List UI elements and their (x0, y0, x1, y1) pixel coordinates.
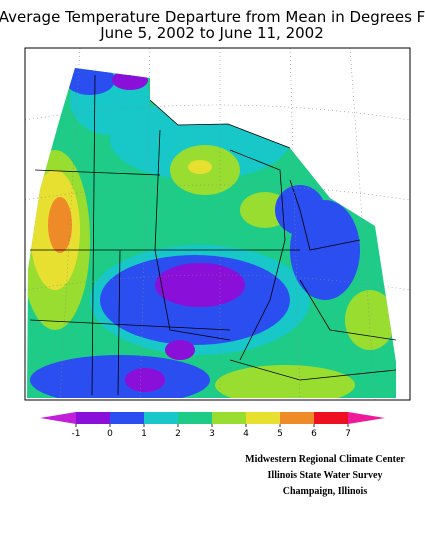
legend-low-arrow (40, 412, 76, 424)
legend-tick-label: -1 (72, 429, 81, 439)
legend-segment (212, 412, 246, 424)
map-frame (24, 47, 411, 401)
map-subtitle: June 5, 2002 to June 11, 2002 (99, 24, 324, 42)
legend-high-arrow (348, 412, 385, 424)
legend-tick-label: 1 (141, 429, 147, 439)
legend-segment (110, 412, 144, 424)
legend-tick-label: 0 (107, 429, 113, 439)
legend-segment (246, 412, 280, 424)
credit-line: Illinois State Water Survey (268, 470, 383, 481)
map-title: Average Temperature Departure from Mean … (0, 8, 425, 26)
credit-line: Champaign, Illinois (283, 486, 368, 497)
legend-tick-label: 4 (243, 429, 249, 439)
temperature-field (27, 68, 396, 398)
legend-tick-label: 2 (175, 429, 181, 439)
legend-tick-label: 6 (311, 429, 317, 439)
boundaries (29, 74, 397, 396)
color-legend: -1 0 1 2 3 4 5 6 7 (40, 412, 385, 439)
legend-segment (144, 412, 178, 424)
legend-segment (314, 412, 348, 424)
credit-line: Midwestern Regional Climate Center (245, 454, 405, 465)
legend-segment (280, 412, 314, 424)
legend-segment (178, 412, 212, 424)
legend-segment (76, 412, 110, 424)
legend-tick-label: 3 (209, 429, 215, 439)
legend-tick-label: 5 (277, 429, 283, 439)
legend-tick-label: 7 (345, 429, 351, 439)
graticule (24, 47, 411, 401)
